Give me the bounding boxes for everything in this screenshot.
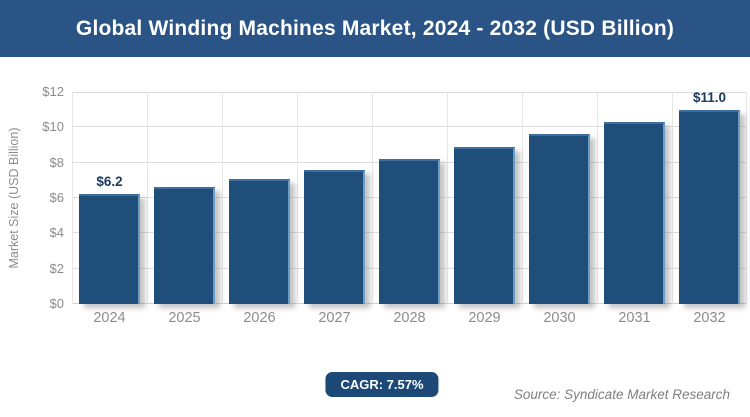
y-tick-label-12: $12 <box>42 84 64 99</box>
bar-2025 <box>154 187 215 304</box>
bar-2031 <box>604 122 665 304</box>
y-tick-label-10: $10 <box>42 119 64 135</box>
x-tick-label-2028: 2028 <box>393 310 426 326</box>
y-tick-label-2: $2 <box>49 260 64 276</box>
y-tick-label-8: $8 <box>49 154 64 170</box>
bar-2030 <box>529 134 590 304</box>
x-tick-label-2025: 2025 <box>168 310 201 326</box>
gridline-x-0 <box>72 92 73 304</box>
y-tick-label-4: $4 <box>49 225 64 241</box>
bar-2024 <box>79 194 140 304</box>
gridline-x-5 <box>447 92 448 304</box>
gridline-x-1 <box>147 92 148 304</box>
x-tick-label-2032: 2032 <box>693 310 726 326</box>
bar-value-label-2024: $6.2 <box>96 174 123 190</box>
gridline-x-9 <box>746 92 747 304</box>
x-tick-label-2024: 2024 <box>93 310 126 326</box>
bar-2027 <box>304 169 365 304</box>
x-axis-tick-labels: 2024 2025 2026 2027 2028 2029 2030 2031 2032 <box>72 310 747 332</box>
cagr-badge: CAGR: 7.57% <box>325 372 439 397</box>
gridline-x-4 <box>372 92 373 304</box>
y-axis-tick-labels: $0 $2 $4 $6 $8 $10 $12 <box>0 84 64 311</box>
gridline-x-8 <box>672 92 673 304</box>
gridline-y-10 <box>72 126 747 128</box>
chart-title: Global Winding Machines Market, 2024 - 2… <box>75 16 675 40</box>
gridline-x-2 <box>222 92 223 304</box>
x-tick-label-2031: 2031 <box>618 310 651 326</box>
y-tick-label-0: $0 <box>49 296 64 311</box>
source-attribution: Source: Syndicate Market Research <box>513 387 730 402</box>
gridline-x-7 <box>597 92 598 304</box>
y-tick-label-6: $6 <box>49 190 64 205</box>
gridline-x-6 <box>522 92 523 304</box>
chart-title-bar: Global Winding Machines Market, 2024 - 2… <box>0 0 750 57</box>
bar-value-label-2032: $11.0 <box>692 89 727 105</box>
plot-area: $6.2 $11.0 <box>72 89 747 304</box>
x-tick-label-2026: 2026 <box>243 310 276 326</box>
bar-2032 <box>679 109 740 304</box>
gridline-x-3 <box>297 92 298 304</box>
x-tick-label-2030: 2030 <box>543 310 576 326</box>
gridline-y-12 <box>72 92 747 93</box>
bar-2026 <box>229 178 290 304</box>
x-tick-label-2029: 2029 <box>468 310 501 326</box>
bar-2028 <box>379 159 440 304</box>
x-tick-label-2027: 2027 <box>318 310 351 326</box>
bar-2029 <box>454 146 515 304</box>
